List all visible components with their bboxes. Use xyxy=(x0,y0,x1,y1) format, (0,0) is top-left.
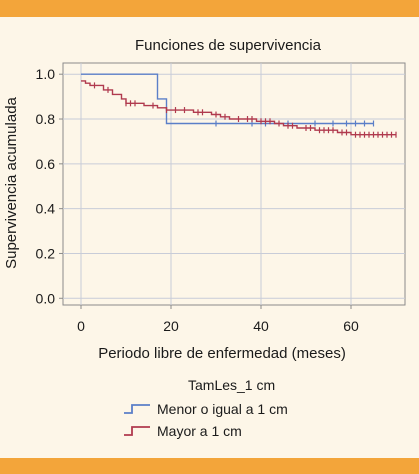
x-tick-label: 20 xyxy=(163,318,179,334)
x-tick-label: 40 xyxy=(253,318,269,334)
plot-area: 0 20 40 60 0.0 0.2 0.4 0.6 0.8 1.0 xyxy=(36,62,406,334)
y-tick-label: 0.0 xyxy=(36,290,56,306)
legend-label-1: Menor o igual a 1 cm xyxy=(157,401,288,417)
legend-swatch-1 xyxy=(124,404,150,414)
top-accent-bar xyxy=(0,0,419,17)
x-tick-label: 60 xyxy=(343,318,359,334)
y-axis-label: Supervivencia acumulada xyxy=(3,96,20,268)
y-tick-label: 0.4 xyxy=(36,201,56,217)
y-tick-label: 1.0 xyxy=(36,66,56,82)
y-tick-label: 0.8 xyxy=(36,111,56,127)
legend-swatch-2 xyxy=(124,426,150,436)
series-line-2 xyxy=(81,80,396,136)
legend: Menor o igual a 1 cm Mayor a 1 cm xyxy=(124,401,288,439)
bottom-accent-bar xyxy=(0,458,419,474)
x-tick-label: 0 xyxy=(77,318,85,334)
y-tick-label: 0.6 xyxy=(36,156,56,172)
legend-title: TamLes_1 cm xyxy=(188,377,275,393)
legend-label-2: Mayor a 1 cm xyxy=(157,423,242,439)
series-line-1 xyxy=(81,73,374,125)
x-axis-label: Periodo libre de enfermedad (meses) xyxy=(98,345,346,362)
y-tick-label: 0.2 xyxy=(36,245,56,261)
chart-title: Funciones de supervivencia xyxy=(135,37,322,54)
plot-frame xyxy=(62,62,406,306)
